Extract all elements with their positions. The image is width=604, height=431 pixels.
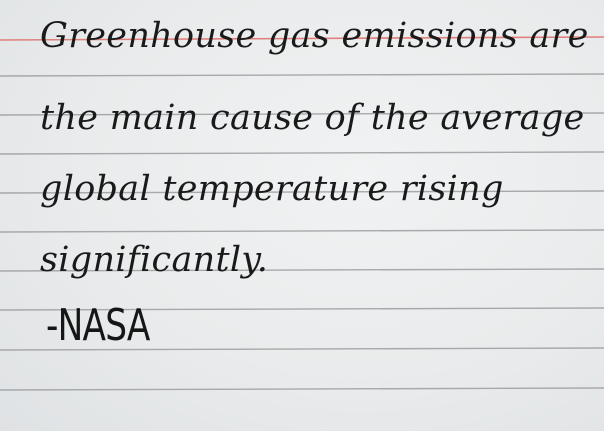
quote-attribution: -NASA — [46, 300, 150, 351]
rule-line — [0, 229, 604, 233]
rule-line — [0, 73, 604, 77]
quote-line-4: significantly. — [40, 240, 269, 280]
red-top-rule — [0, 36, 604, 41]
rule-line — [0, 112, 604, 116]
quote-line-3: global temperature rising — [40, 169, 504, 209]
rule-line — [0, 347, 604, 351]
rule-line — [0, 307, 604, 311]
rule-line — [0, 268, 604, 272]
rule-line — [0, 387, 604, 391]
quote-line-2: the main cause of the average — [40, 98, 585, 138]
rule-line — [0, 190, 604, 194]
rule-line — [0, 151, 604, 155]
quote-line-1: Greenhouse gas emissions are — [40, 16, 589, 56]
